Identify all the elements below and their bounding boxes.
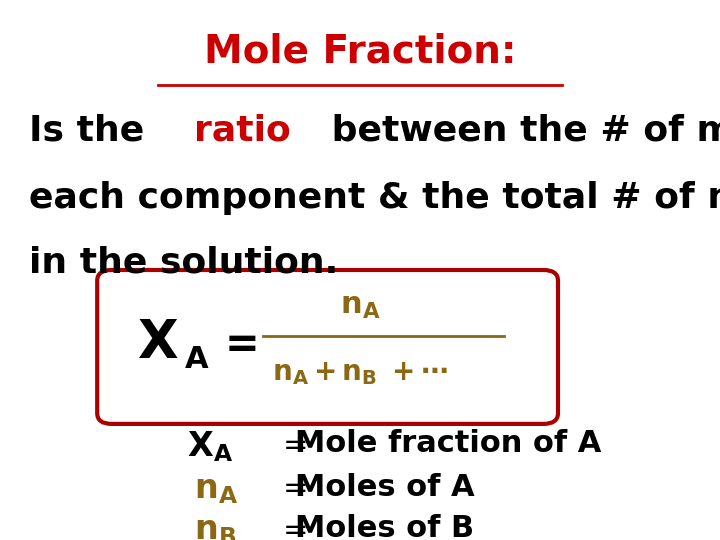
Text: Moles of B: Moles of B (295, 514, 474, 540)
Text: Mole fraction of A: Mole fraction of A (295, 429, 602, 458)
FancyBboxPatch shape (97, 270, 558, 424)
Text: $\mathbf{n_B}$: $\mathbf{n_B}$ (194, 514, 237, 540)
Text: Moles of A: Moles of A (295, 472, 474, 502)
Text: $=$: $=$ (277, 472, 307, 502)
Text: $=$: $=$ (277, 514, 307, 540)
Text: $\mathbf{X_A}$: $\mathbf{X_A}$ (187, 429, 233, 464)
Text: $\mathbf{A}$: $\mathbf{A}$ (184, 345, 209, 374)
Text: Mole Fraction:: Mole Fraction: (204, 32, 516, 70)
Text: $\mathbf{n_A}$: $\mathbf{n_A}$ (194, 472, 238, 505)
Text: $=$: $=$ (277, 429, 307, 458)
Text: between the # of moles of: between the # of moles of (319, 113, 720, 147)
Text: $\mathbf{n_A}$: $\mathbf{n_A}$ (340, 292, 380, 321)
Text: $\mathbf{n_A + n_B \ + \cdots}$: $\mathbf{n_A + n_B \ + \cdots}$ (272, 359, 448, 387)
Text: ratio: ratio (194, 113, 291, 147)
Text: $\mathbf{X}$: $\mathbf{X}$ (137, 317, 179, 369)
Text: $\mathbf{=}$: $\mathbf{=}$ (216, 322, 256, 364)
Text: Is the: Is the (29, 113, 157, 147)
Text: each component & the total # of moles: each component & the total # of moles (29, 181, 720, 215)
Text: in the solution.: in the solution. (29, 246, 338, 280)
